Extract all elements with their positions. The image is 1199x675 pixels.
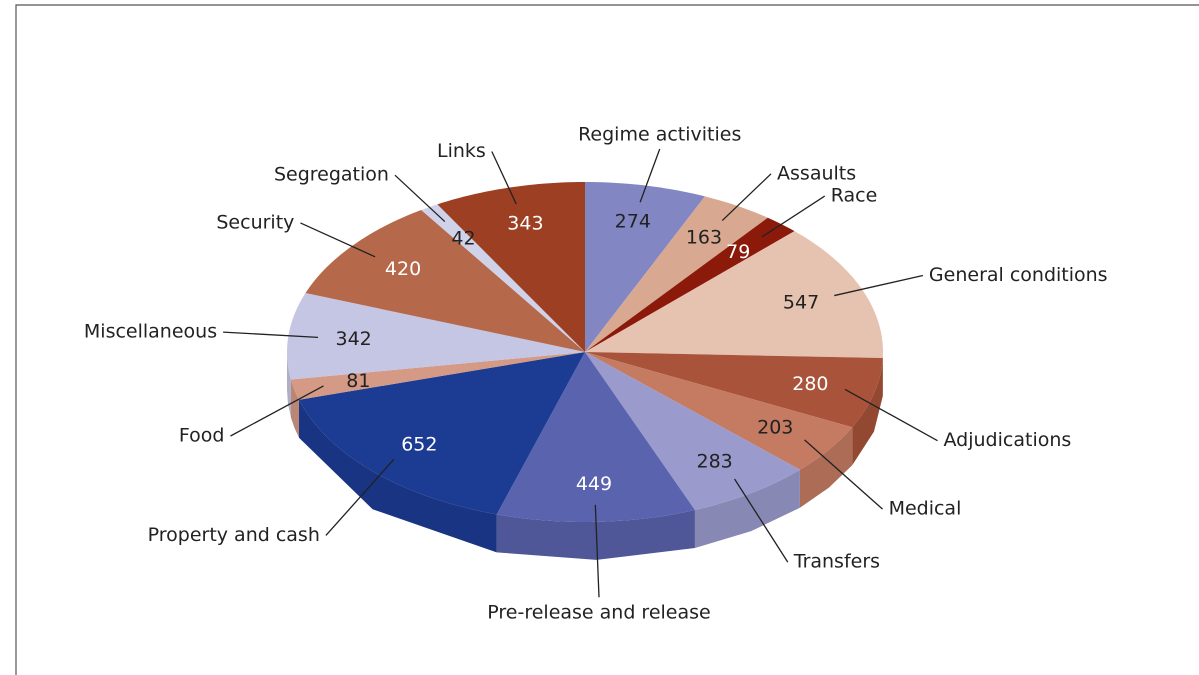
slice (290, 352, 585, 400)
leader-line (394, 174, 446, 223)
category-label: Medical (889, 498, 962, 520)
category-label: Food (179, 424, 225, 446)
category-label: Pre-release and release (487, 602, 710, 624)
data-label: 420 (385, 258, 421, 280)
slice-side-shade (799, 427, 853, 508)
slice (585, 352, 800, 511)
category-label: Miscellaneous (84, 321, 217, 343)
leader-line (230, 385, 324, 437)
leader-line (844, 388, 938, 442)
slice-side (287, 352, 291, 418)
category-label: Assaults (777, 162, 856, 184)
data-label: 343 (507, 212, 543, 234)
data-label: 163 (686, 227, 722, 249)
category-label: Race (831, 185, 878, 207)
leader-line (834, 274, 924, 297)
data-label: 342 (335, 328, 371, 350)
slice-side-shade (852, 358, 883, 466)
slice-side (852, 358, 883, 466)
slice-side-shade (496, 510, 695, 560)
category-label: Segregation (274, 164, 389, 186)
slice (496, 352, 695, 522)
slice (299, 352, 585, 515)
leader-line (300, 222, 376, 258)
data-label: 203 (757, 417, 793, 439)
labels: 274 Regime activities 163 Assaults 79 Race 547… (84, 124, 1108, 624)
slice-side-shade (694, 469, 800, 549)
data-label: 79 (726, 241, 750, 263)
leader-line (761, 195, 826, 238)
category-label: General conditions (929, 264, 1108, 286)
leader-line (734, 478, 789, 563)
data-label: 652 (401, 434, 437, 456)
frame (15, 4, 1199, 675)
slice-side (290, 379, 300, 438)
slice-side-shade (299, 399, 497, 553)
category-label: Adjudications (944, 429, 1072, 451)
leader-line (325, 458, 395, 536)
leader-line (223, 331, 319, 338)
category-label: Links (437, 140, 486, 162)
slice (585, 182, 705, 352)
slice (585, 231, 883, 359)
slice-side (694, 469, 800, 549)
slice-side-shade (287, 352, 291, 418)
category-label: Security (216, 211, 294, 233)
slice-side-shade (290, 379, 300, 438)
category-label: Transfers (793, 551, 880, 573)
data-label: 547 (783, 292, 819, 314)
slice (585, 196, 768, 352)
data-label: 283 (696, 451, 732, 473)
data-label: 280 (792, 373, 828, 395)
leader-line (639, 148, 661, 203)
leader-line (721, 173, 772, 222)
pie-tops (287, 182, 883, 522)
data-label: 81 (346, 370, 370, 392)
category-label: Property and cash (148, 524, 320, 546)
data-label: 449 (576, 473, 612, 495)
slice (585, 217, 795, 352)
slice (287, 293, 585, 380)
leader-line (594, 504, 600, 598)
slice (585, 352, 883, 428)
pie-sides (287, 352, 883, 560)
slice (585, 352, 853, 470)
slice-side (299, 399, 497, 553)
data-label: 42 (451, 227, 475, 249)
slice (421, 204, 585, 352)
leader-line (804, 439, 884, 510)
slice (437, 182, 585, 352)
slice (305, 209, 585, 352)
leader-line (491, 151, 517, 205)
slice-side (799, 427, 853, 508)
category-label: Regime activities (578, 124, 741, 146)
data-label: 274 (615, 211, 651, 233)
slice-side (496, 510, 695, 560)
